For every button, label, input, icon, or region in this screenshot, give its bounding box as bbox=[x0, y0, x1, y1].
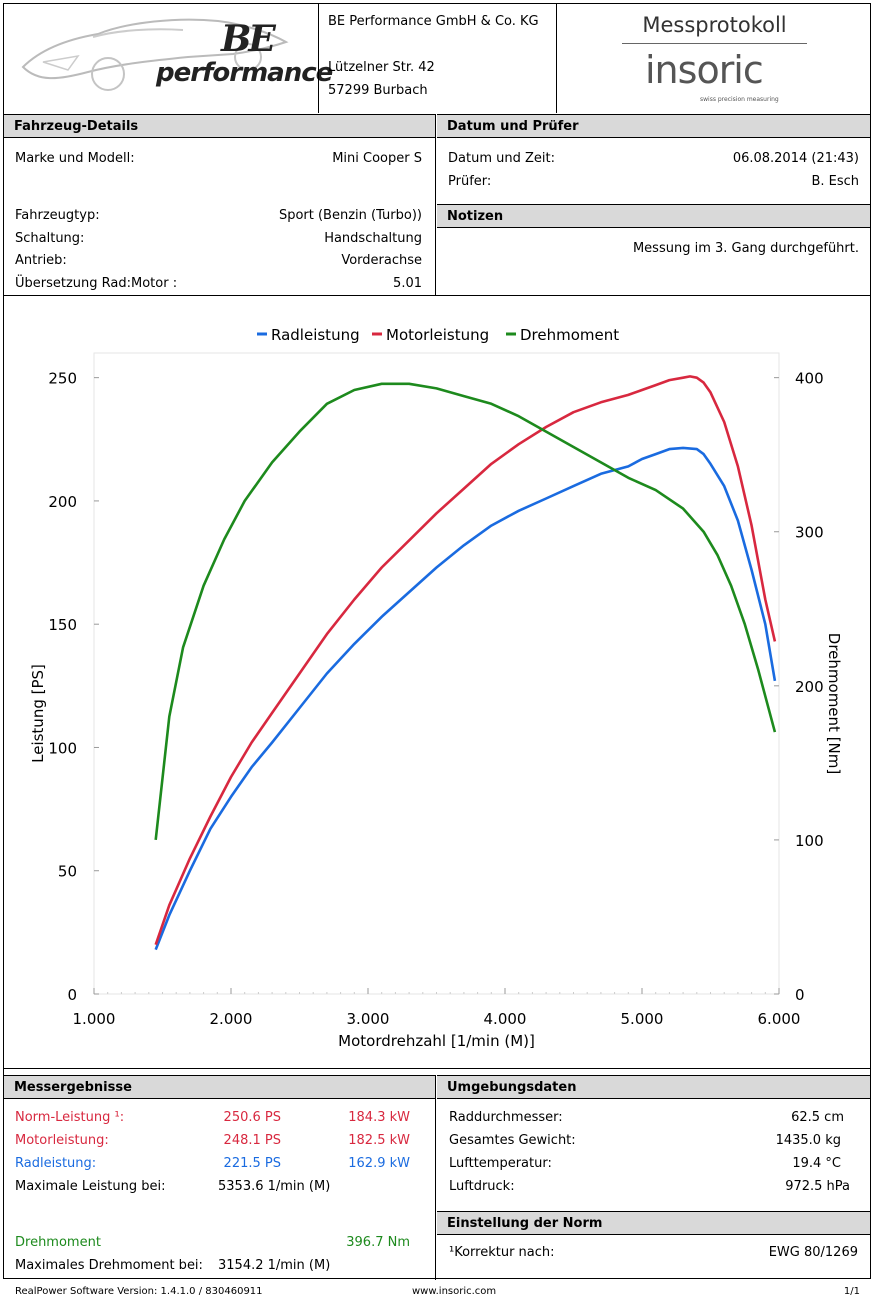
tester-value: B. Esch bbox=[811, 174, 859, 189]
brand-logo-mark: BE bbox=[221, 18, 276, 60]
x-axis-label: Motordrehzahl [1/min (M)] bbox=[338, 1032, 535, 1050]
company-street: Lützelner Str. 42 bbox=[328, 60, 435, 75]
wheel-power-ps: 221.5 PS bbox=[223, 1156, 281, 1171]
wheel-diameter-label: Raddurchmesser: bbox=[449, 1110, 563, 1125]
series-line-2 bbox=[154, 382, 777, 841]
y2-tick-label: 200 bbox=[795, 678, 824, 696]
norm-correction-label: ¹Korrektur nach: bbox=[449, 1245, 555, 1260]
ratio-label: Übersetzung Rad:Motor : bbox=[15, 276, 178, 291]
x-tick-label: 5.000 bbox=[621, 1010, 664, 1028]
gearbox-label: Schaltung: bbox=[15, 231, 85, 246]
header-divider-1 bbox=[318, 3, 319, 113]
norm-correction-value: EWG 80/1269 bbox=[768, 1245, 858, 1260]
drive-label: Antrieb: bbox=[15, 253, 67, 268]
y2-tick-label: 0 bbox=[795, 986, 805, 1004]
environment-header: Umgebungsdaten bbox=[437, 1075, 870, 1099]
norm-header: Einstellung der Norm bbox=[437, 1211, 870, 1235]
vehicle-type-label: Fahrzeugtyp: bbox=[15, 208, 100, 223]
gearbox-value: Handschaltung bbox=[324, 231, 422, 246]
protocol-title: Messprotokoll bbox=[642, 13, 787, 37]
insoric-logo: insoric bbox=[645, 48, 764, 92]
air-pressure-label: Luftdruck: bbox=[449, 1179, 515, 1194]
vehicle-model-value: Mini Cooper S bbox=[332, 151, 422, 166]
legend-label: Radleistung bbox=[271, 326, 360, 344]
wheel-power-label: Radleistung: bbox=[15, 1156, 97, 1171]
air-temp-value: 19.4 °C bbox=[792, 1156, 841, 1171]
y2-axis-label: Drehmoment [Nm] bbox=[825, 633, 843, 774]
y-tick-label: 150 bbox=[48, 616, 77, 634]
x-tick-label: 4.000 bbox=[484, 1010, 527, 1028]
page-frame bbox=[3, 3, 871, 1279]
company-city: 57299 Burbach bbox=[328, 83, 428, 98]
legend-label: Motorleistung bbox=[386, 326, 489, 344]
legend-label: Drehmoment bbox=[520, 326, 619, 344]
series-line-1 bbox=[154, 375, 777, 946]
ratio-value: 5.01 bbox=[393, 276, 422, 291]
y2-tick-label: 400 bbox=[795, 370, 824, 388]
header-divider-2 bbox=[556, 3, 557, 113]
y-tick-label: 0 bbox=[67, 986, 77, 1004]
y-tick-label: 200 bbox=[48, 493, 77, 511]
software-version: RealPower Software Version: 1.4.1.0 / 83… bbox=[15, 1286, 263, 1297]
car-outline-icon bbox=[21, 18, 289, 91]
wheel-diameter-value: 62.5 cm bbox=[791, 1110, 844, 1125]
results-divider bbox=[435, 1075, 436, 1280]
motor-power-label: Motorleistung: bbox=[15, 1133, 109, 1148]
max-power-label: Maximale Leistung bei: bbox=[15, 1179, 166, 1194]
website-link[interactable]: www.insoric.com bbox=[412, 1286, 497, 1297]
notes-header: Notizen bbox=[437, 204, 870, 228]
date-label: Datum und Zeit: bbox=[448, 151, 555, 166]
details-divider bbox=[435, 114, 436, 296]
air-pressure-value: 972.5 hPa bbox=[785, 1179, 850, 1194]
air-temp-label: Lufttemperatur: bbox=[449, 1156, 552, 1171]
y2-tick-label: 300 bbox=[795, 524, 824, 542]
page-number: 1/1 bbox=[843, 1286, 860, 1297]
x-tick-label: 2.000 bbox=[210, 1010, 253, 1028]
y2-tick-label: 100 bbox=[795, 832, 824, 850]
results-header: Messergebnisse bbox=[4, 1075, 436, 1099]
total-weight-value: 1435.0 kg bbox=[775, 1133, 841, 1148]
x-tick-label: 6.000 bbox=[758, 1010, 801, 1028]
torque-value: 396.7 Nm bbox=[346, 1235, 410, 1250]
brand-logo-text: performance bbox=[156, 58, 333, 88]
x-tick-label: 1.000 bbox=[73, 1010, 116, 1028]
drive-value: Vorderachse bbox=[341, 253, 422, 268]
max-torque-label: Maximales Drehmoment bei: bbox=[15, 1258, 203, 1273]
y-axis-label: Leistung [PS] bbox=[29, 664, 47, 763]
chart-bottom-border bbox=[3, 1068, 871, 1069]
y-tick-label: 50 bbox=[58, 863, 77, 881]
company-name: BE Performance GmbH & Co. KG bbox=[328, 14, 539, 29]
vehicle-type-value: Sport (Benzin (Turbo)) bbox=[278, 208, 422, 223]
max-power-rpm: 5353.6 1/min (M) bbox=[218, 1179, 331, 1194]
notes-text: Messung im 3. Gang durchgeführt. bbox=[632, 241, 859, 256]
plot-area bbox=[93, 352, 780, 995]
vehicle-model-label: Marke und Modell: bbox=[15, 151, 135, 166]
dyno-chart: 1.000 2.000 3.000 4.000 5.000 6.000 0 50 100 150 2… bbox=[29, 326, 843, 1050]
max-torque-rpm: 3154.2 1/min (M) bbox=[218, 1258, 331, 1273]
date-value: 06.08.2014 (21:43) bbox=[732, 151, 859, 166]
y-tick-label: 100 bbox=[48, 739, 77, 757]
x-tick-label: 3.000 bbox=[347, 1010, 390, 1028]
date-tester-header: Datum und Prüfer bbox=[437, 114, 870, 138]
wheel-power-kw: 162.9 kW bbox=[348, 1156, 410, 1171]
vehicle-details-header: Fahrzeug-Details bbox=[4, 114, 436, 138]
total-weight-label: Gesamtes Gewicht: bbox=[449, 1133, 576, 1148]
norm-power-kw: 184.3 kW bbox=[348, 1110, 410, 1125]
series-line-0 bbox=[154, 446, 777, 951]
norm-power-ps: 250.6 PS bbox=[223, 1110, 281, 1125]
tester-label: Prüfer: bbox=[448, 174, 492, 189]
torque-label: Drehmoment bbox=[15, 1235, 101, 1250]
insoric-tagline: swiss precision measuring bbox=[700, 96, 779, 103]
y-tick-label: 250 bbox=[48, 370, 77, 388]
motor-power-ps: 248.1 PS bbox=[223, 1133, 281, 1148]
chart-top-border bbox=[3, 295, 871, 296]
norm-power-label: Norm-Leistung ¹: bbox=[15, 1110, 125, 1125]
title-underline bbox=[622, 43, 807, 44]
motor-power-kw: 182.5 kW bbox=[348, 1133, 410, 1148]
